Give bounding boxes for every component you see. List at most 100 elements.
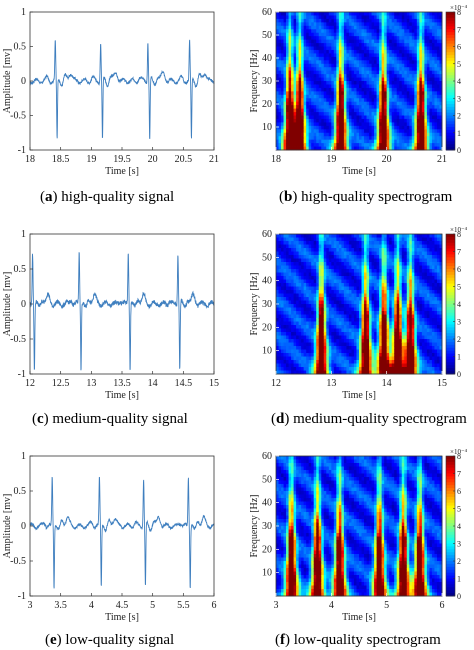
- spectrogram-cell: [429, 53, 433, 58]
- spectrogram-cell: [298, 283, 302, 287]
- spectrogram-cell: [326, 53, 330, 58]
- spectrogram-cell: [389, 122, 393, 127]
- spectrogram-cell: [288, 143, 292, 147]
- spectrogram-cell: [336, 314, 340, 319]
- spectrogram-cell: [323, 39, 327, 44]
- colorbar-tick-label: 5: [457, 60, 461, 69]
- spectrogram-cell: [343, 67, 347, 72]
- spectrogram-cell: [286, 63, 289, 68]
- spectrogram-cell: [409, 32, 413, 37]
- spectrogram-cell: [301, 234, 305, 238]
- spectrogram-cell: [411, 112, 415, 116]
- spectrogram-cell: [431, 15, 435, 20]
- spectrogram-cell: [364, 314, 367, 319]
- spectrogram-cell: [348, 70, 352, 75]
- spectrogram-cell: [286, 269, 289, 273]
- spectrogram-cell: [311, 293, 315, 298]
- spectrogram-cell: [386, 297, 390, 301]
- spectrogram-cell: [286, 98, 289, 103]
- spectrogram-cell: [421, 74, 425, 78]
- spectrogram-cell: [421, 125, 425, 130]
- spectrogram-cell: [286, 101, 289, 106]
- spectrogram-cell: [409, 314, 413, 319]
- spectrogram-cell: [359, 290, 362, 294]
- spectrogram-cell: [281, 70, 284, 75]
- spectrogram-cell: [298, 139, 302, 144]
- spectrogram-cell: [311, 356, 315, 361]
- spectrogram-cell: [313, 241, 317, 245]
- spectrogram-cell: [376, 39, 380, 44]
- spectrogram-cell: [276, 314, 279, 319]
- spectrogram-cell: [281, 22, 284, 27]
- spectrogram-cell: [283, 356, 287, 361]
- spectrogram-cell: [426, 25, 430, 30]
- spectrogram-cell: [434, 108, 438, 113]
- spectrogram-cell: [374, 25, 378, 30]
- spectrogram-cell: [316, 67, 320, 72]
- spectrogram-cell: [376, 56, 380, 61]
- spectrogram-cell: [381, 318, 385, 322]
- spectrogram-cell: [321, 276, 325, 280]
- spectrogram-cell: [353, 300, 357, 305]
- spectrogram-cell: [283, 248, 287, 252]
- spectrogram-cell: [371, 129, 375, 134]
- spectrogram-cell: [389, 129, 393, 134]
- spectrogram-cell: [384, 122, 388, 127]
- spectrogram-cell: [296, 353, 300, 357]
- spectrogram-cell: [353, 328, 357, 333]
- spectrogram-cell: [336, 108, 340, 113]
- spectrogram-cell: [374, 283, 378, 287]
- spectrogram-cell: [328, 269, 332, 273]
- spectrogram-cell: [348, 265, 352, 270]
- spectrogram-cell: [381, 300, 385, 305]
- spectrogram-cell: [291, 290, 295, 294]
- spectrogram-cell: [366, 77, 370, 82]
- spectrogram-cell: [436, 67, 440, 72]
- spectrogram-cell: [429, 12, 433, 16]
- colorbar-step: [446, 144, 455, 148]
- spectrogram-cell: [303, 118, 307, 123]
- spectrogram-cell: [341, 67, 345, 72]
- spectrogram-cell: [306, 349, 310, 354]
- spectrogram-cell: [424, 143, 428, 147]
- spectrogram-cell: [399, 53, 403, 58]
- spectrogram-cell: [321, 146, 325, 151]
- spectrogram-cell: [281, 353, 284, 357]
- spectrogram-cell: [414, 136, 418, 141]
- spectrogram-cell: [406, 146, 410, 151]
- spectrogram-cell: [396, 251, 400, 256]
- spectrogram-cell: [406, 129, 410, 134]
- spectrogram-cell: [336, 12, 340, 16]
- spectrogram-cell: [341, 77, 345, 82]
- spectrogram-cell: [313, 118, 317, 123]
- spectrogram-cell: [316, 346, 320, 350]
- spectrogram-cell: [406, 241, 410, 245]
- spectrogram-cell: [394, 139, 398, 144]
- spectrogram-cell: [338, 269, 342, 273]
- spectrogram-cell: [281, 283, 284, 287]
- spectrogram-cell: [348, 328, 352, 333]
- spectrogram-cell: [283, 43, 287, 47]
- spectrogram-cell: [296, 146, 300, 151]
- spectrogram-cell: [391, 353, 395, 357]
- spectrogram-cell: [333, 39, 337, 44]
- spectrogram-cell: [364, 81, 367, 85]
- spectrogram-cell: [356, 122, 360, 127]
- spectrogram-cell: [436, 56, 440, 61]
- spectrogram-cell: [371, 67, 375, 72]
- spectrogram-cell: [381, 91, 385, 96]
- spectrogram-cell: [308, 74, 312, 78]
- spectrogram-cell: [374, 342, 378, 347]
- spectrogram-cell: [376, 314, 380, 319]
- spectrogram-cell: [288, 349, 292, 354]
- spectrogram-cell: [341, 325, 345, 329]
- spectrogram-cell: [389, 49, 393, 54]
- spectrogram-cell: [288, 279, 292, 284]
- spectrogram-cell: [371, 258, 375, 263]
- spectrogram-cell: [323, 60, 327, 65]
- spectrogram-cell: [308, 272, 312, 277]
- spectrogram-cell: [361, 349, 365, 354]
- spectrogram-cell: [351, 49, 355, 54]
- spectrogram-cell: [391, 328, 395, 333]
- spectrogram-cell: [316, 363, 320, 368]
